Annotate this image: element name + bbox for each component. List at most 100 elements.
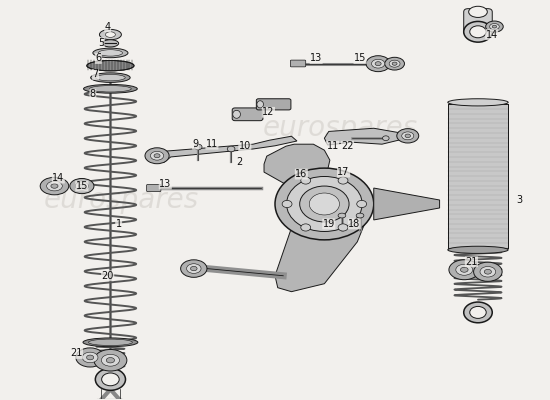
Ellipse shape <box>194 144 202 150</box>
Text: 14: 14 <box>486 30 498 40</box>
Ellipse shape <box>227 146 235 152</box>
Ellipse shape <box>83 338 138 347</box>
Ellipse shape <box>402 132 414 140</box>
Ellipse shape <box>180 260 207 277</box>
Ellipse shape <box>486 21 503 32</box>
Text: 22: 22 <box>341 141 354 151</box>
Ellipse shape <box>93 48 128 58</box>
Text: 21: 21 <box>70 348 82 358</box>
Text: 15: 15 <box>76 181 88 191</box>
Text: 9: 9 <box>192 139 199 149</box>
Ellipse shape <box>84 84 138 93</box>
Text: 11: 11 <box>206 139 218 149</box>
Ellipse shape <box>95 368 125 390</box>
Text: 10: 10 <box>239 141 251 151</box>
Ellipse shape <box>94 350 127 371</box>
Ellipse shape <box>300 186 349 222</box>
Ellipse shape <box>357 200 367 208</box>
Ellipse shape <box>75 182 89 190</box>
Text: 19: 19 <box>323 219 335 229</box>
FancyBboxPatch shape <box>256 99 291 110</box>
Text: 21: 21 <box>465 257 477 267</box>
Ellipse shape <box>70 178 94 194</box>
Ellipse shape <box>47 181 62 191</box>
Ellipse shape <box>106 358 114 363</box>
Polygon shape <box>264 144 371 292</box>
Ellipse shape <box>86 355 94 360</box>
Text: 11: 11 <box>327 141 339 151</box>
Ellipse shape <box>474 262 502 281</box>
Ellipse shape <box>102 373 119 386</box>
Text: 6: 6 <box>95 54 101 64</box>
Ellipse shape <box>79 184 85 188</box>
FancyBboxPatch shape <box>290 60 306 67</box>
FancyBboxPatch shape <box>464 9 492 35</box>
Ellipse shape <box>275 168 374 240</box>
Ellipse shape <box>405 134 410 138</box>
Polygon shape <box>160 136 297 162</box>
Text: 7: 7 <box>92 70 99 80</box>
Text: 13: 13 <box>159 179 172 189</box>
FancyBboxPatch shape <box>232 108 263 121</box>
Ellipse shape <box>464 302 492 323</box>
Text: 15: 15 <box>354 54 366 64</box>
Ellipse shape <box>76 348 104 367</box>
Ellipse shape <box>40 177 69 195</box>
Ellipse shape <box>448 246 508 254</box>
Ellipse shape <box>448 99 508 106</box>
Ellipse shape <box>98 50 123 56</box>
Ellipse shape <box>87 60 134 71</box>
Text: eurospares: eurospares <box>44 186 199 214</box>
Text: 17: 17 <box>337 167 350 177</box>
Ellipse shape <box>338 224 348 231</box>
Ellipse shape <box>106 32 116 37</box>
Ellipse shape <box>301 224 311 231</box>
Text: 16: 16 <box>295 169 307 179</box>
Ellipse shape <box>392 62 397 65</box>
Polygon shape <box>324 128 406 145</box>
Text: 14: 14 <box>52 173 64 183</box>
Ellipse shape <box>102 40 119 47</box>
Ellipse shape <box>100 29 122 40</box>
Ellipse shape <box>309 193 339 215</box>
Ellipse shape <box>366 56 390 72</box>
Ellipse shape <box>233 110 240 118</box>
Ellipse shape <box>96 74 125 81</box>
Ellipse shape <box>150 151 164 160</box>
Text: 13: 13 <box>310 54 322 64</box>
Ellipse shape <box>470 26 486 38</box>
Ellipse shape <box>485 269 492 274</box>
Ellipse shape <box>257 101 263 108</box>
Ellipse shape <box>282 200 292 208</box>
Ellipse shape <box>449 260 480 280</box>
Ellipse shape <box>492 25 497 28</box>
Ellipse shape <box>186 264 201 273</box>
Ellipse shape <box>301 177 311 184</box>
Ellipse shape <box>389 60 400 67</box>
Ellipse shape <box>91 73 130 82</box>
Ellipse shape <box>470 306 486 318</box>
Text: 8: 8 <box>90 89 96 99</box>
Ellipse shape <box>480 266 496 277</box>
Text: 18: 18 <box>348 219 361 229</box>
Ellipse shape <box>82 352 98 363</box>
Ellipse shape <box>101 354 119 366</box>
Ellipse shape <box>460 267 468 272</box>
Ellipse shape <box>287 176 362 232</box>
Ellipse shape <box>89 339 133 346</box>
FancyBboxPatch shape <box>448 104 508 248</box>
Text: 4: 4 <box>104 22 111 32</box>
Ellipse shape <box>338 213 346 218</box>
Text: 2: 2 <box>236 157 243 167</box>
Ellipse shape <box>375 62 381 66</box>
Ellipse shape <box>51 184 58 188</box>
Polygon shape <box>374 188 439 220</box>
Ellipse shape <box>397 129 419 143</box>
Ellipse shape <box>190 266 197 271</box>
Ellipse shape <box>371 59 385 68</box>
Ellipse shape <box>356 213 364 218</box>
Ellipse shape <box>464 22 492 42</box>
Text: 5: 5 <box>98 38 104 48</box>
Ellipse shape <box>145 148 169 164</box>
FancyBboxPatch shape <box>147 184 161 192</box>
